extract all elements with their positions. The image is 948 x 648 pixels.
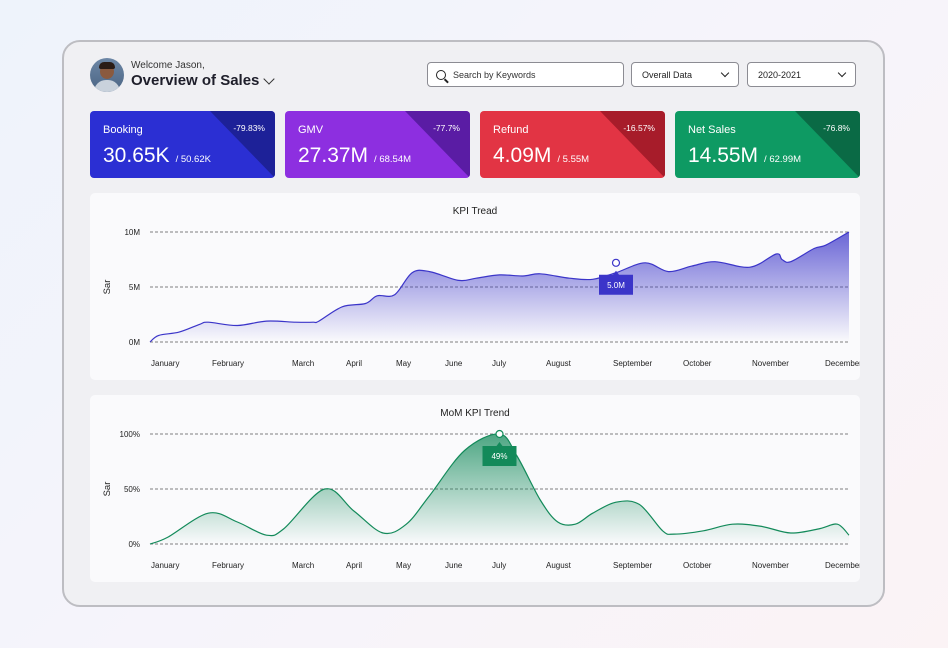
x-tick-label: February	[212, 359, 244, 368]
chart-title: KPI Tread	[453, 206, 497, 217]
kpi-change: -79.83%	[233, 123, 265, 133]
x-tick-label: January	[151, 359, 179, 368]
kpi-value: 27.37M	[298, 144, 369, 167]
x-tick-label: December	[825, 359, 860, 368]
x-tick-label: May	[396, 359, 411, 368]
chart-title: MoM KPI Trend	[440, 408, 509, 419]
dashboard-window: Welcome Jason, Overview of Sales Overall…	[62, 40, 885, 607]
x-tick-label: February	[212, 561, 244, 570]
data-filter-select[interactable]: Overall Data	[631, 62, 739, 87]
x-tick-label: April	[346, 359, 362, 368]
y-tick-label: 50%	[124, 485, 140, 494]
y-tick-label: 0M	[129, 338, 140, 347]
x-tick-label: May	[396, 561, 411, 570]
kpi-value: 4.09M	[493, 144, 552, 167]
y-tick-label: 5M	[129, 283, 140, 292]
data-filter-value: Overall Data	[642, 69, 693, 80]
x-tick-label: November	[752, 561, 789, 570]
area-fill	[150, 433, 849, 544]
page-title-dropdown[interactable]: Overview of Sales	[131, 72, 276, 89]
y-axis-label: Sar	[102, 482, 113, 497]
x-tick-label: October	[683, 561, 712, 570]
x-tick-label: March	[292, 561, 314, 570]
kpi-target: / 5.55M	[557, 154, 590, 165]
x-tick-label: April	[346, 561, 362, 570]
welcome-text: Welcome Jason,	[131, 60, 205, 71]
series-line	[149, 231, 850, 343]
kpi-card-gmv[interactable]: GMV -77.7% 27.37M / 68.54M	[285, 111, 470, 178]
kpi-label: Refund	[493, 124, 529, 136]
x-tick-label: September	[613, 359, 652, 368]
kpi-label: Booking	[103, 124, 143, 136]
mom-kpi-trend-panel: MoM KPI Trend Sar 0% 50% 100% January February…	[90, 395, 860, 582]
kpi-change: -16.57%	[623, 123, 655, 133]
y-axis-label: Sar	[102, 280, 113, 295]
y-tick-label: 100%	[120, 430, 140, 439]
x-tick-label: June	[445, 561, 463, 570]
search-input[interactable]	[453, 69, 613, 80]
tooltip-badge	[599, 270, 633, 295]
tooltip-value: 49%	[491, 452, 507, 461]
year-filter-value: 2020-2021	[758, 69, 802, 80]
highlight-point[interactable]	[495, 429, 504, 439]
x-tick-label: January	[151, 561, 179, 570]
x-tick-label: August	[546, 359, 572, 368]
kpi-target: / 68.54M	[374, 154, 412, 165]
x-tick-label: July	[492, 561, 506, 570]
kpi-value: 14.55M	[688, 144, 759, 167]
kpi-target: / 50.62K	[175, 154, 211, 165]
x-tick-label: October	[683, 359, 712, 368]
kpi-change: -76.8%	[823, 123, 850, 133]
kpi-target: / 62.99M	[764, 154, 802, 165]
highlight-point[interactable]	[611, 258, 621, 267]
x-tick-label: September	[613, 561, 652, 570]
kpi-value: 30.65K	[103, 144, 170, 167]
kpi-trend-panel: KPI Tread Sar 0M 5M 10M January February March A…	[90, 193, 860, 380]
search-box[interactable]	[427, 62, 624, 87]
header: Welcome Jason, Overview of Sales Overall…	[90, 58, 857, 98]
search-icon	[436, 69, 446, 80]
x-tick-label: August	[546, 561, 572, 570]
tooltip-value: 5.0M	[607, 281, 625, 290]
year-filter-select[interactable]: 2020-2021	[747, 62, 856, 87]
x-tick-label: November	[752, 359, 789, 368]
kpi-cards: Booking -79.83% 30.65K / 50.62K GMV -77.7…	[90, 111, 860, 178]
y-tick-label: 0%	[128, 540, 140, 549]
mom-kpi-trend-chart: MoM KPI Trend Sar 0% 50% 100% January February…	[102, 408, 860, 570]
kpi-card-booking[interactable]: Booking -79.83% 30.65K / 50.62K	[90, 111, 275, 178]
x-tick-label: June	[445, 359, 463, 368]
tooltip-badge	[482, 442, 517, 466]
x-tick-label: July	[492, 359, 506, 368]
y-tick-label: 10M	[124, 228, 140, 237]
kpi-change: -77.7%	[433, 123, 460, 133]
kpi-trend-chart: KPI Tread Sar 0M 5M 10M January February March A…	[102, 206, 860, 368]
chevron-down-icon	[263, 72, 276, 85]
series-line	[149, 433, 850, 545]
x-tick-label: December	[825, 561, 860, 570]
chevron-down-icon	[720, 68, 730, 78]
avatar[interactable]	[90, 58, 124, 92]
chevron-down-icon	[837, 68, 847, 78]
kpi-card-net-sales[interactable]: Net Sales -76.8% 14.55M / 62.99M	[675, 111, 860, 178]
kpi-label: GMV	[298, 124, 324, 136]
area-fill	[150, 232, 849, 342]
x-tick-label: March	[292, 359, 314, 368]
kpi-label: Net Sales	[688, 124, 736, 136]
page-title: Overview of Sales	[131, 72, 260, 89]
kpi-card-refund[interactable]: Refund -16.57% 4.09M / 5.55M	[480, 111, 665, 178]
